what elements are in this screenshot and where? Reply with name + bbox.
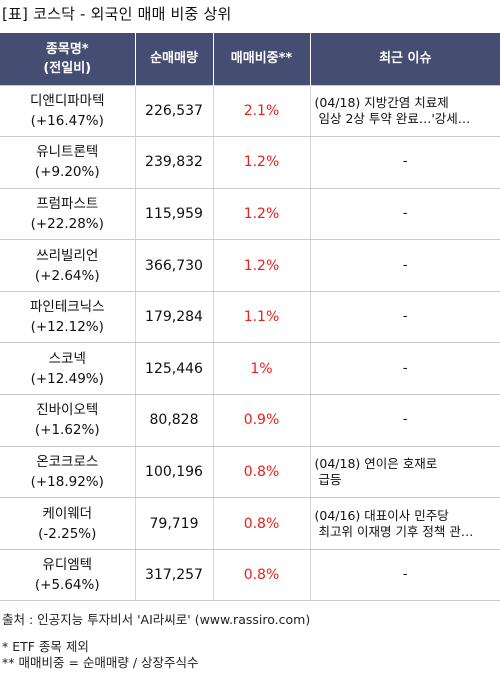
net-volume-cell: 80,828 — [134, 394, 213, 447]
recent-issue-cell: - — [309, 291, 500, 344]
issue-empty: - — [402, 567, 408, 583]
trade-ratio-cell: 0.8% — [212, 497, 310, 550]
trade-ratio-cell: 1.2% — [212, 136, 310, 189]
net-volume-cell: 125,446 — [134, 342, 213, 396]
stock-name-cell: 케이웨더 (-2.25%) — [0, 497, 135, 550]
stock-name: 케이웨더 — [42, 505, 93, 522]
header-trade-ratio: 매매비중** — [212, 33, 310, 85]
recent-issue-cell: - — [309, 136, 500, 189]
stock-name-cell: 온코크로스 (+18.92%) — [0, 446, 135, 499]
net-volume-cell: 79,719 — [134, 497, 213, 550]
stock-name-cell: 디앤디파마텍 (+16.47%) — [0, 84, 135, 138]
net-volume-cell: 366,730 — [134, 239, 213, 292]
trade-ratio-cell: 0.8% — [212, 446, 310, 499]
issue-empty: - — [402, 257, 408, 273]
stock-name: 쓰리빌리언 — [36, 247, 99, 264]
note-etf: * ETF 종목 제외 — [2, 639, 89, 654]
header-stock-name: 종목명* (전일비) — [0, 33, 135, 85]
stock-name-cell: 쓰리빌리언 (+2.64%) — [0, 239, 135, 292]
table-row: 유니트론텍 (+9.20%) 239,832 1.2% - — [0, 136, 500, 189]
net-volume-cell: 239,832 — [134, 136, 213, 189]
stock-change: (+12.12%) — [30, 319, 104, 336]
note-ratio: ** 매매비중 = 순매매량 / 상장주식수 — [2, 655, 199, 670]
stock-name-cell: 유니트론텍 (+9.20%) — [0, 136, 135, 189]
header-name-line2: (전일비) — [43, 60, 92, 76]
table-row: 프럼파스트 (+22.28%) 115,959 1.2% - — [0, 188, 500, 241]
net-volume-cell: 317,257 — [134, 549, 213, 602]
issue-empty: - — [402, 205, 408, 221]
source-text: 출처 : 인공지능 투자비서 'AI라씨로' (www.rassiro.com) — [2, 612, 311, 627]
recent-issue-cell: - — [309, 394, 500, 447]
trade-ratio-cell: 2.1% — [212, 84, 310, 138]
trade-ratio-cell: 0.9% — [212, 394, 310, 447]
header-name-line1: 종목명* — [45, 41, 89, 57]
recent-issue-cell: (04/16) 대표이사 민주당 최고위 이재명 기후 정책 관… — [309, 497, 500, 550]
recent-issue-cell: - — [309, 549, 500, 602]
table-row: 유디엠텍 (+5.64%) 317,257 0.8% - — [0, 549, 500, 602]
issue-line: 최고위 이재명 기후 정책 관… — [318, 523, 474, 539]
issue-line: 급등 — [318, 471, 342, 487]
stock-name: 파인테크닉스 — [29, 299, 105, 316]
net-volume-cell: 179,284 — [134, 291, 213, 344]
page-title: [표] 코스닥 - 외국인 매매 비중 상위 — [2, 5, 232, 23]
issue-line: 임상 2상 투약 완료…'강세… — [318, 110, 471, 126]
net-volume-cell: 100,196 — [134, 446, 213, 499]
stock-change: (+5.64%) — [34, 577, 100, 594]
trade-ratio-cell: 1.2% — [212, 239, 310, 292]
stock-name-cell: 파인테크닉스 (+12.12%) — [0, 291, 135, 344]
table-row: 스코넥 (+12.49%) 125,446 1% - — [0, 342, 500, 396]
issue-line: (04/18) 연이은 호재로 — [314, 455, 438, 471]
trade-ratio-cell: 1% — [212, 342, 310, 396]
stock-name: 디앤디파마텍 — [29, 92, 105, 109]
table-row: 케이웨더 (-2.25%) 79,719 0.8% (04/16) 대표이사 민주당 최고… — [0, 497, 500, 550]
issue-line: (04/18) 지방간염 치료제 — [314, 94, 449, 110]
stock-name-cell: 프럼파스트 (+22.28%) — [0, 188, 135, 241]
table-row: 디앤디파마텍 (+16.47%) 226,537 2.1% (04/18) 지방간염 치… — [0, 84, 500, 138]
stock-change: (+1.62%) — [34, 422, 100, 439]
stock-change: (+16.47%) — [30, 112, 104, 129]
table-row: 쓰리빌리언 (+2.64%) 366,730 1.2% - — [0, 239, 500, 292]
table-row: 진바이오텍 (+1.62%) 80,828 0.9% - — [0, 394, 500, 447]
stock-name: 프럼파스트 — [36, 195, 99, 212]
issue-line: (04/16) 대표이사 민주당 — [314, 507, 449, 523]
stock-name: 스코넥 — [48, 350, 86, 367]
trade-ratio-cell: 1.2% — [212, 188, 310, 241]
stock-change: (+2.64%) — [34, 267, 100, 284]
header-recent-issue: 최근 이슈 — [309, 33, 500, 85]
stock-change: (+12.49%) — [30, 370, 104, 387]
stock-name-cell: 유디엠텍 (+5.64%) — [0, 549, 135, 602]
recent-issue-cell: - — [309, 239, 500, 292]
stock-name: 온코크로스 — [36, 453, 99, 470]
issue-empty: - — [402, 412, 408, 428]
issue-empty: - — [402, 360, 408, 376]
header-net-volume: 순매매량 — [134, 33, 213, 85]
net-volume-cell: 115,959 — [134, 188, 213, 241]
recent-issue-cell: (04/18) 연이은 호재로 급등 — [309, 446, 500, 499]
stock-name: 유디엠텍 — [42, 557, 93, 574]
stock-name: 진바이오텍 — [36, 402, 99, 419]
table-row: 온코크로스 (+18.92%) 100,196 0.8% (04/18) 연이은 호재로… — [0, 446, 500, 499]
recent-issue-cell: - — [309, 342, 500, 396]
issue-empty: - — [402, 154, 408, 170]
trade-ratio-cell: 1.1% — [212, 291, 310, 344]
stock-name: 유니트론텍 — [36, 144, 99, 161]
issue-empty: - — [402, 309, 408, 325]
table-row: 파인테크닉스 (+12.12%) 179,284 1.1% - — [0, 291, 500, 344]
stock-change: (+18.92%) — [30, 473, 104, 490]
recent-issue-cell: - — [309, 188, 500, 241]
stock-name-cell: 스코넥 (+12.49%) — [0, 342, 135, 396]
table-header-row: 종목명* (전일비) 순매매량 매매비중** 최근 이슈 — [0, 33, 500, 85]
stock-change: (+22.28%) — [30, 215, 104, 232]
recent-issue-cell: (04/18) 지방간염 치료제 임상 2상 투약 완료…'강세… — [309, 84, 500, 138]
foreign-trade-table: 종목명* (전일비) 순매매량 매매비중** 최근 이슈 디앤디파마텍 (+16.… — [0, 33, 500, 602]
trade-ratio-cell: 0.8% — [212, 549, 310, 602]
net-volume-cell: 226,537 — [134, 84, 213, 138]
stock-change: (+9.20%) — [34, 164, 100, 181]
stock-change: (-2.25%) — [38, 525, 97, 542]
stock-name-cell: 진바이오텍 (+1.62%) — [0, 394, 135, 447]
